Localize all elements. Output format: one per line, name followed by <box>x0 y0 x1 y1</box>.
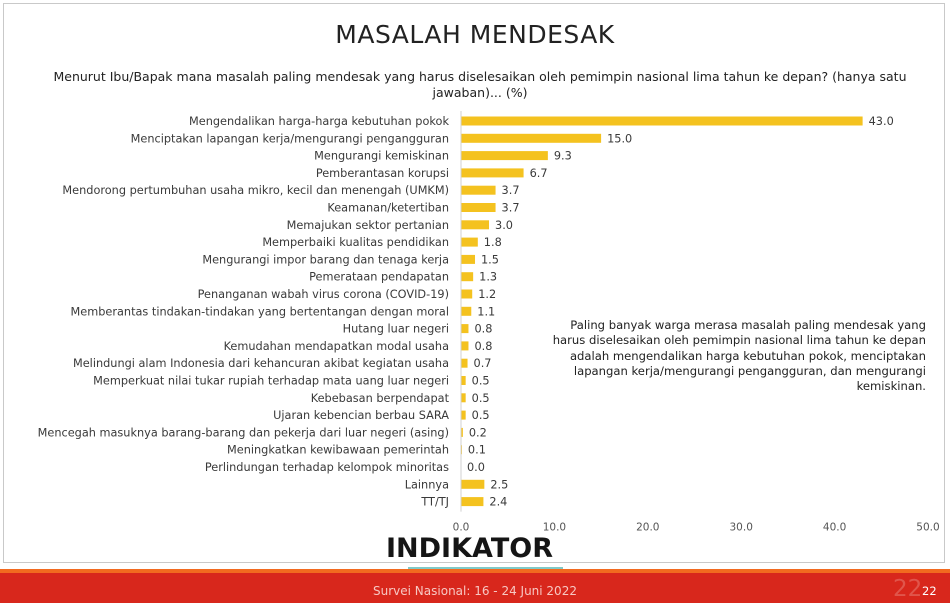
bar <box>461 479 485 489</box>
value-label: 2.5 <box>490 478 508 491</box>
bar <box>461 393 466 403</box>
category-label: Meningkatkan kewibawaan pemerintah <box>227 444 449 457</box>
value-label: 9.3 <box>554 150 572 163</box>
bar <box>461 341 469 351</box>
bar <box>461 220 490 230</box>
category-label: Pemerataan pendapatan <box>309 271 449 284</box>
value-label: 3.0 <box>495 219 513 232</box>
x-tick-label: 20.0 <box>636 522 659 534</box>
bar <box>461 306 472 316</box>
category-label: Memberantas tindakan-tindakan yang berte… <box>71 305 449 318</box>
slide-title: MASALAH MENDESAK <box>335 20 615 49</box>
value-label: 3.7 <box>502 184 520 197</box>
category-label: Kebebasan berpendapat <box>311 392 450 405</box>
category-label: Perlindungan terhadap kelompok minoritas <box>205 461 449 474</box>
bar <box>461 272 474 282</box>
value-label: 1.8 <box>484 236 502 249</box>
value-label: 0.8 <box>474 340 492 353</box>
value-label: 6.7 <box>530 167 548 180</box>
value-label: 1.5 <box>481 253 499 266</box>
value-label: 0.8 <box>474 323 492 336</box>
indikator-logo: INDIKATOR <box>386 533 566 573</box>
category-label: Menciptakan lapangan kerja/mengurangi pe… <box>131 132 449 145</box>
bar <box>461 133 602 143</box>
value-label: 2.4 <box>489 496 507 509</box>
footer-stripe <box>0 569 950 573</box>
value-label: 0.5 <box>472 392 490 405</box>
bar-chart: Mengendalikan harga-harga kebutuhan poko… <box>38 111 940 534</box>
category-label: Ujaran kebencian berbau SARA <box>273 409 449 422</box>
x-tick-label: 40.0 <box>823 522 846 534</box>
value-label: 3.7 <box>502 202 520 215</box>
value-label: 0.5 <box>472 409 490 422</box>
x-tick-label: 30.0 <box>730 522 753 534</box>
category-label: Mendorong pertumbuhan usaha mikro, kecil… <box>62 184 449 197</box>
category-label: Pemberantasan korupsi <box>316 167 449 180</box>
value-label: 0.5 <box>472 375 490 388</box>
category-label: Keamanan/ketertiban <box>327 202 449 215</box>
bar <box>461 168 524 178</box>
footer-survey-date: Survei Nasional: 16 - 24 Juni 2022 <box>373 584 577 598</box>
page-number-watermark: 22 <box>893 576 923 602</box>
category-label: TT/TJ <box>420 496 449 509</box>
category-label: Hutang luar negeri <box>343 323 449 336</box>
bar <box>461 427 463 437</box>
bar <box>461 497 484 507</box>
survey-question: Menurut Ibu/Bapak mana masalah paling me… <box>53 69 907 100</box>
value-label: 15.0 <box>607 132 632 145</box>
category-label: Melindungi alam Indonesia dari kehancura… <box>73 357 449 370</box>
category-label: Memajukan sektor pertanian <box>287 219 449 232</box>
value-label: 0.1 <box>468 444 486 457</box>
value-label: 1.2 <box>478 288 496 301</box>
bar <box>461 116 863 126</box>
bar <box>461 203 496 212</box>
value-label: 0.2 <box>469 426 487 439</box>
value-label: 0.7 <box>474 357 492 370</box>
x-tick-label: 10.0 <box>543 522 566 534</box>
summary-note: Paling banyak warga merasa masalah palin… <box>552 318 926 394</box>
bar <box>461 358 468 368</box>
category-label: Lainnya <box>405 478 449 491</box>
category-label: Mengendalikan harga-harga kebutuhan poko… <box>189 115 449 128</box>
bar <box>461 410 466 420</box>
bar <box>461 185 496 195</box>
value-label: 1.1 <box>477 305 495 318</box>
bar <box>461 324 469 334</box>
category-label: Mencegah masuknya barang-barang dan peke… <box>38 426 449 439</box>
bar <box>461 289 473 299</box>
x-tick-label: 50.0 <box>916 522 939 534</box>
category-label: Penanganan wabah virus corona (COVID-19) <box>198 288 449 301</box>
category-label: Mengurangi kemiskinan <box>314 150 449 163</box>
category-label: Mengurangi impor barang dan tenaga kerja <box>202 253 449 266</box>
value-label: 1.3 <box>479 271 497 284</box>
value-label: 0.0 <box>467 461 485 474</box>
value-label: 43.0 <box>869 115 894 128</box>
bar <box>461 237 478 247</box>
category-label: Kemudahan mendapatkan modal usaha <box>224 340 449 353</box>
category-label: Memperkuat nilai tukar rupiah terhadap m… <box>93 375 449 388</box>
x-tick-label: 0.0 <box>453 522 470 534</box>
logo-wordmark: INDIKATOR <box>386 533 553 564</box>
footer-bar <box>0 573 950 603</box>
bar <box>461 254 476 264</box>
page-number: 22 <box>922 584 937 598</box>
bar <box>461 151 548 161</box>
bar <box>461 376 466 385</box>
category-label: Memperbaiki kualitas pendidikan <box>262 236 449 249</box>
slide-frame <box>3 3 945 563</box>
